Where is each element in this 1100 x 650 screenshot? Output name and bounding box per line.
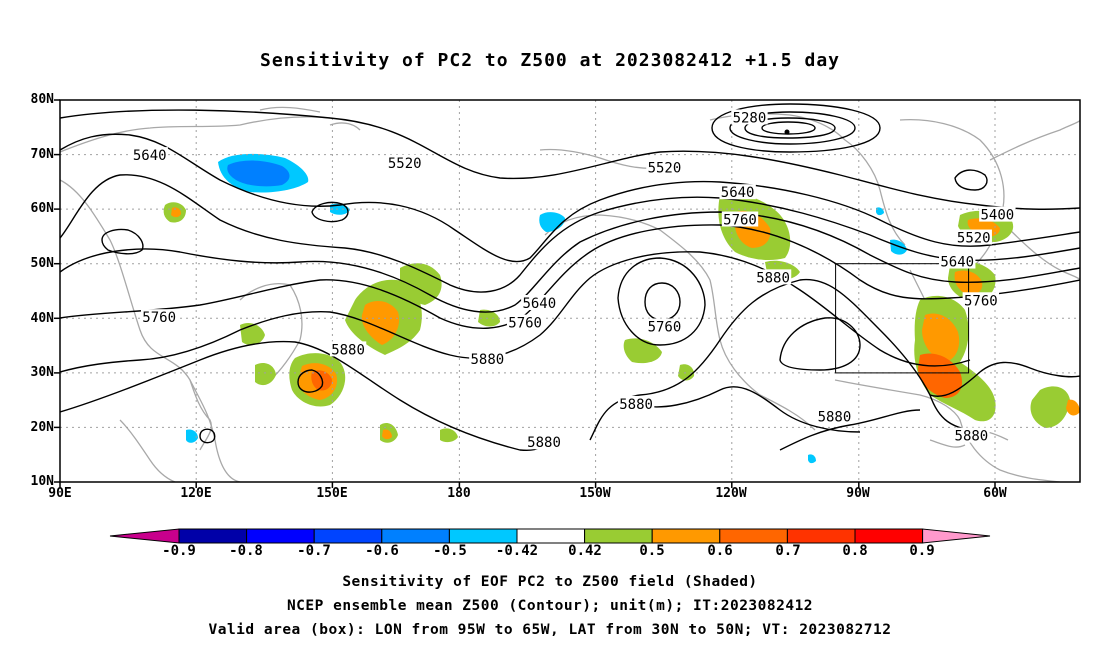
lat-label-30n: 30N: [30, 365, 54, 380]
colorbar-label: 0.5: [639, 543, 665, 559]
colorbar-swatch: [854, 528, 924, 544]
contour-label-bg: [939, 253, 976, 269]
colorbar-swatch: [786, 528, 856, 544]
lon-label-180: 180: [447, 486, 471, 501]
lat-label-40n: 40N: [30, 311, 54, 326]
lon-label-150w: 150W: [579, 486, 611, 501]
contour-label: 5760: [964, 293, 998, 309]
lon-label-60w: 60W: [983, 486, 1007, 501]
contour-label: 5880: [818, 410, 852, 426]
colorbar: [109, 528, 991, 544]
lat-label-80n: 80N: [30, 92, 54, 107]
colorbar-label: -0.42: [495, 543, 539, 559]
contour-label: 5520: [388, 156, 422, 172]
contour-label: 5640: [522, 296, 556, 312]
contour-label: 5880: [471, 352, 505, 368]
colorbar-swatch: [313, 528, 383, 544]
colorbar-label: 0.7: [775, 543, 801, 559]
contour-label-bg: [979, 206, 1016, 222]
colorbar-swatch: [516, 528, 586, 544]
contour-label-bg: [469, 351, 506, 367]
lon-label-90w: 90W: [846, 486, 870, 501]
contour-label-bg: [646, 159, 683, 175]
contour-label-bg: [525, 434, 563, 450]
contour-label-bg: [816, 408, 853, 424]
graticule: [60, 100, 1080, 482]
contour-label: 5880: [527, 435, 561, 451]
lon-label-120w: 120W: [715, 486, 747, 501]
contour-label: 5520: [957, 231, 991, 247]
colorbar-label: 0.8: [842, 543, 868, 559]
colorbar-label: -0.5: [433, 543, 467, 559]
contour-label: 5400: [981, 208, 1015, 224]
contour-label: 5880: [955, 429, 989, 445]
contour-label-bg: [719, 184, 756, 200]
contour-label: 5760: [648, 319, 682, 335]
z500-contours: [60, 103, 1080, 452]
contour-label: 5760: [142, 310, 176, 326]
lat-label-70n: 70N: [30, 147, 54, 162]
contour-label: 5280: [733, 110, 767, 126]
contour-label: 5760: [723, 213, 757, 229]
contour-label: 5640: [721, 185, 755, 201]
colorbar-end-low: [109, 528, 180, 544]
colorbar-swatch: [651, 528, 721, 544]
colorbar-swatch: [719, 528, 788, 544]
contour-label-bg: [386, 154, 423, 170]
footer-line-contour: NCEP ensemble mean Z500 (Contour); unit(…: [286, 598, 814, 614]
colorbar-label: 0.9: [909, 543, 935, 559]
lat-label-20n: 20N: [30, 420, 54, 435]
negative-sensitivity-shading: [186, 153, 907, 464]
contour-label-bg: [955, 229, 992, 245]
contour-label: 5640: [940, 255, 974, 271]
contour-label-bg: [617, 395, 655, 411]
colorbar-swatch: [448, 528, 518, 544]
contour-label-bg: [721, 211, 759, 227]
lat-label-10n: 10N: [30, 474, 54, 489]
contour-label: 5640: [133, 148, 167, 164]
contour-label-bg: [962, 292, 1000, 308]
colorbar-label: -0.6: [365, 543, 399, 559]
colorbar-swatch: [178, 528, 248, 544]
contour-label: 5880: [756, 270, 790, 286]
contour-label-bg: [646, 318, 683, 334]
map-title: Sensitivity of PC2 to Z500 at 2023082412…: [259, 50, 840, 71]
lon-label-90e: 90E: [48, 486, 72, 501]
lon-label-150e: 150E: [316, 486, 348, 501]
axis-ticks: [54, 99, 996, 488]
lat-label-60n: 60N: [30, 201, 54, 216]
map-frame: [59, 99, 1081, 483]
coastlines: [60, 106, 1080, 482]
footer-line-shading: Sensitivity of EOF PC2 to Z500 field (Sh…: [342, 574, 758, 590]
low-center-marker: [784, 129, 790, 135]
contour-label-bg: [731, 109, 768, 125]
contour-label-bg: [506, 314, 544, 330]
contour-label-bg: [131, 147, 168, 163]
colorbar-end-high: [922, 528, 991, 544]
contour-label: 5880: [619, 397, 653, 413]
contour-label: 5760: [508, 316, 542, 332]
colorbar-swatch: [381, 528, 450, 544]
footer-line-valid-area: Valid area (box): LON from 95W to 65W, L…: [208, 622, 892, 638]
colorbar-label: 0.42: [568, 543, 602, 559]
valid-area-box: [835, 263, 970, 374]
colorbar-label: -0.8: [229, 543, 263, 559]
contour-labels: 5280 5640 5520 5520 5640 5760 5400 5520 5640 5760…: [131, 109, 1016, 451]
contour-label-bg: [953, 427, 990, 443]
colorbar-swatch: [246, 528, 315, 544]
contour-label-bg: [329, 341, 367, 357]
contour-label-bg: [521, 295, 558, 311]
colorbar-label: -0.9: [162, 543, 196, 559]
lat-label-50n: 50N: [30, 256, 54, 271]
lon-label-120e: 120E: [180, 486, 212, 501]
contour-label-bg: [754, 269, 792, 285]
colorbar-swatch: [584, 528, 653, 544]
colorbar-label: 0.6: [707, 543, 733, 559]
contour-label: 5880: [331, 342, 365, 358]
contour-label-bg: [140, 309, 178, 325]
colorbar-label: -0.7: [297, 543, 331, 559]
contour-label: 5520: [648, 161, 682, 177]
